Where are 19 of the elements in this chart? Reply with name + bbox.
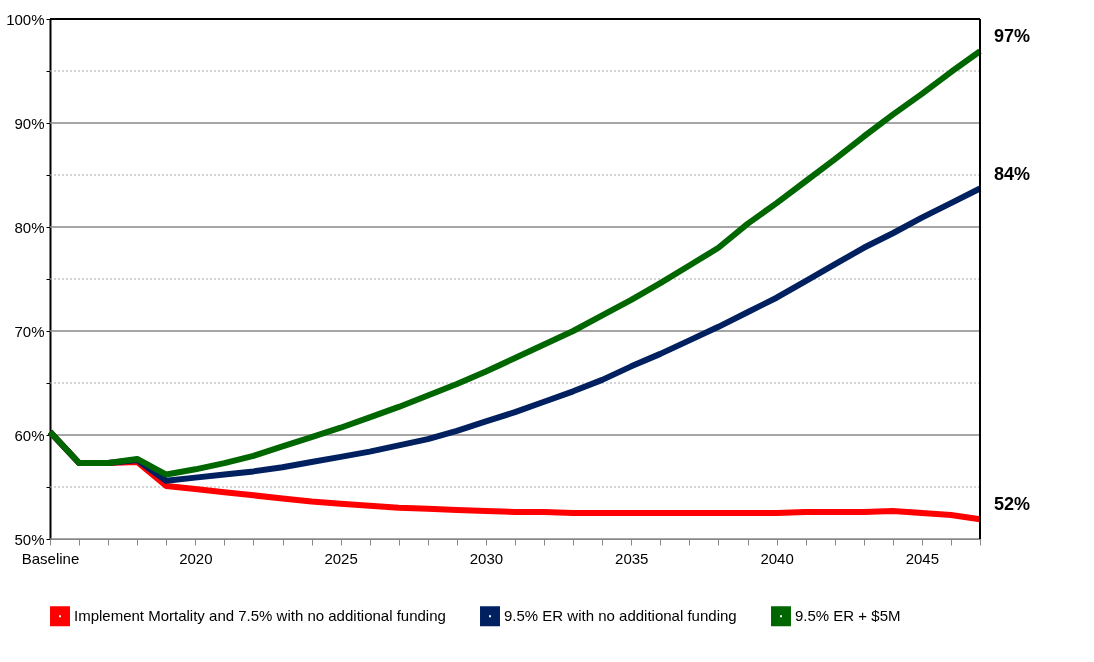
x-tick-label: Baseline (21, 549, 80, 567)
x-tick-label: 2040 (760, 549, 794, 567)
x-tick-label: 2035 (615, 549, 649, 567)
legend-label: 9.5% ER + $5M (795, 607, 901, 625)
y-tick-label: 100% (6, 10, 45, 28)
y-tick-label: 80% (14, 218, 45, 236)
text: 52% (994, 494, 1031, 515)
y-tick-label: 70% (14, 322, 45, 340)
x-tick-label: 2020 (179, 549, 213, 567)
x-tick-label: 2030 (469, 549, 504, 567)
y-tick-label: 60% (14, 426, 45, 444)
text: 84% (994, 163, 1031, 184)
text: 97% (994, 26, 1031, 47)
x-tick-label: 2045 (905, 549, 940, 567)
y-tick-label: 90% (14, 114, 45, 132)
y-tick-label: 50% (14, 530, 45, 548)
x-tick-label: 2025 (324, 549, 358, 567)
legend-label: Implement Mortality and 7.5% with no additional funding (74, 607, 446, 625)
legend-label: 9.5% ER with no additional funding (504, 607, 737, 625)
